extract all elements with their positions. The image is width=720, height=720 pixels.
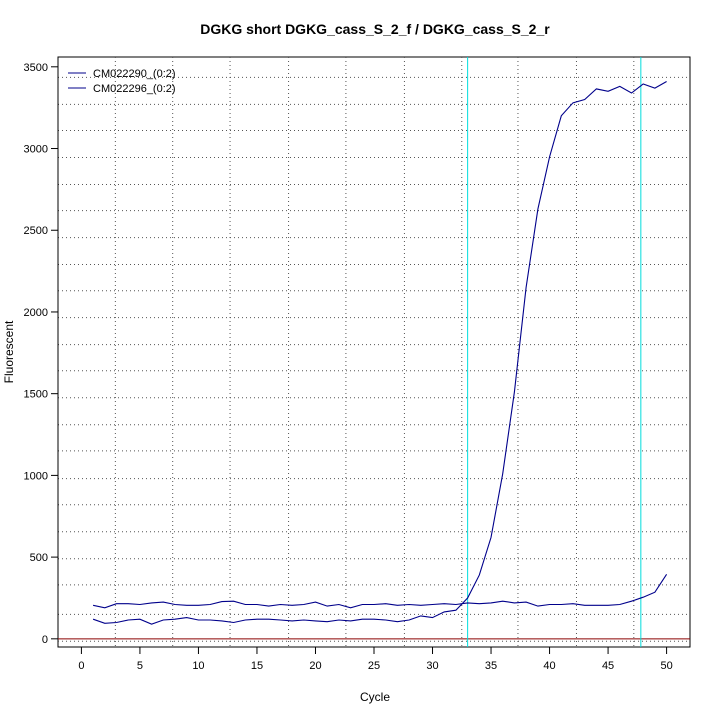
x-tick-label-20: 20	[309, 660, 321, 672]
y-tick-label-3000: 3000	[24, 144, 48, 156]
x-tick-label-50: 50	[660, 660, 672, 672]
legend-label-2: CM022296_(0:2)	[93, 83, 176, 95]
x-tick-label-35: 35	[485, 660, 497, 672]
series-line-2	[92, 81, 667, 625]
legend: CM022290_(0:2) CM022296_(0:2)	[68, 68, 176, 95]
x-tick-label-45: 45	[602, 660, 614, 672]
x-tick-label-15: 15	[251, 660, 263, 672]
x-tick-label-30: 30	[426, 660, 438, 672]
y-tick-label-0: 0	[42, 634, 48, 646]
y-tick-label-500: 500	[30, 552, 48, 564]
x-axis: 0 5 10 15 20 25 30 35 40 45 50	[78, 646, 673, 672]
y-tick-label-1500: 1500	[24, 389, 48, 401]
y-tick-label-1000: 1000	[24, 470, 48, 482]
series-line-1	[92, 573, 668, 609]
grid-lines	[58, 57, 690, 647]
x-tick-label-40: 40	[543, 660, 555, 672]
x-tick-label-10: 10	[192, 660, 204, 672]
y-tick-label-2500: 2500	[24, 225, 48, 237]
y-axis: 0 500 1000 1500 2000 2500 3000 3500	[24, 62, 59, 646]
x-tick-label-25: 25	[368, 660, 380, 672]
y-tick-label-3500: 3500	[24, 62, 48, 74]
y-axis-label: Fluorescent	[2, 320, 16, 383]
vertical-markers	[58, 57, 690, 647]
x-axis-label: Cycle	[360, 690, 390, 704]
series-lines	[92, 81, 668, 625]
chart-title: DGKG short DGKG_cass_S_2_f / DGKG_cass_S…	[200, 21, 550, 37]
legend-label-1: CM022290_(0:2)	[93, 68, 176, 80]
y-tick-label-2000: 2000	[24, 307, 48, 319]
x-tick-label-0: 0	[78, 660, 84, 672]
x-tick-label-5: 5	[137, 660, 143, 672]
